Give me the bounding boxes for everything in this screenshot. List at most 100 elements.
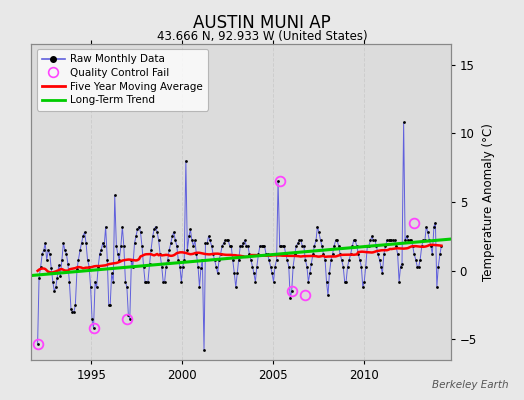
Point [151, 224, 160, 230]
Point [343, 263, 352, 270]
Point [334, 243, 343, 249]
Point [215, 256, 223, 263]
Point [121, 278, 129, 285]
Point [91, 278, 100, 285]
Point [150, 226, 158, 233]
Legend: Raw Monthly Data, Quality Control Fail, Five Year Moving Average, Long-Term Tren: Raw Monthly Data, Quality Control Fail, … [37, 49, 208, 110]
Point [380, 251, 388, 258]
Point [345, 256, 353, 263]
Point [278, 243, 287, 249]
Point [281, 251, 290, 258]
Point [244, 243, 252, 249]
Point [67, 306, 75, 312]
Point [230, 270, 238, 277]
Point [390, 237, 399, 244]
Text: Berkeley Earth: Berkeley Earth [432, 380, 508, 390]
Point [293, 240, 302, 246]
Point [416, 256, 424, 263]
Point [35, 274, 43, 281]
Point [198, 256, 206, 263]
Point [38, 251, 46, 258]
Point [266, 263, 275, 270]
Point [288, 288, 296, 294]
Point [192, 251, 201, 258]
Point [394, 251, 402, 258]
Point [61, 247, 69, 253]
Point [89, 325, 97, 332]
Point [298, 243, 307, 249]
Point [50, 288, 59, 294]
Point [399, 119, 408, 126]
Point [206, 237, 214, 244]
Point [268, 270, 276, 277]
Point [437, 243, 445, 249]
Point [337, 256, 346, 263]
Point [410, 251, 418, 258]
Point [74, 256, 83, 263]
Point [85, 263, 93, 270]
Point [374, 251, 382, 258]
Point [396, 263, 405, 270]
Point [271, 263, 279, 270]
Point [319, 251, 328, 258]
Point [51, 284, 60, 290]
Point [224, 237, 232, 244]
Point [307, 261, 315, 267]
Point [253, 263, 261, 270]
Point [331, 237, 340, 244]
Point [170, 229, 178, 236]
Point [216, 251, 225, 258]
Point [339, 263, 347, 270]
Point [54, 262, 63, 268]
Point [269, 278, 278, 285]
Point [226, 243, 234, 249]
Point [301, 256, 310, 263]
Point [276, 243, 284, 249]
Point [360, 278, 368, 285]
Point [94, 263, 102, 270]
Point [414, 263, 423, 270]
Point [242, 243, 250, 249]
Point [239, 240, 248, 246]
Point [427, 243, 435, 249]
Point [196, 265, 205, 271]
Point [117, 243, 125, 249]
Point [283, 256, 291, 263]
Point [160, 278, 169, 285]
Point [378, 270, 387, 277]
Point [68, 309, 77, 315]
Point [204, 233, 213, 240]
Point [105, 302, 113, 308]
Point [392, 243, 400, 249]
Point [353, 243, 361, 249]
Point [280, 243, 288, 249]
Point [49, 278, 57, 285]
Point [163, 256, 172, 263]
Point [412, 256, 420, 263]
Point [188, 237, 196, 244]
Point [336, 251, 344, 258]
Point [341, 278, 349, 285]
Point [115, 256, 124, 263]
Point [191, 237, 199, 244]
Point [213, 270, 222, 277]
Point [227, 243, 235, 249]
Point [103, 256, 112, 263]
Point [436, 251, 444, 258]
Point [172, 243, 181, 249]
Point [350, 237, 358, 244]
Point [144, 278, 152, 285]
Point [433, 284, 441, 290]
Point [295, 237, 303, 244]
Point [183, 247, 191, 253]
Point [368, 233, 376, 240]
Point [286, 295, 294, 301]
Point [99, 240, 107, 246]
Point [322, 278, 331, 285]
Point [34, 340, 42, 347]
Point [53, 274, 61, 281]
Point [304, 278, 312, 285]
Point [401, 237, 409, 244]
Point [182, 158, 190, 164]
Point [139, 263, 148, 270]
